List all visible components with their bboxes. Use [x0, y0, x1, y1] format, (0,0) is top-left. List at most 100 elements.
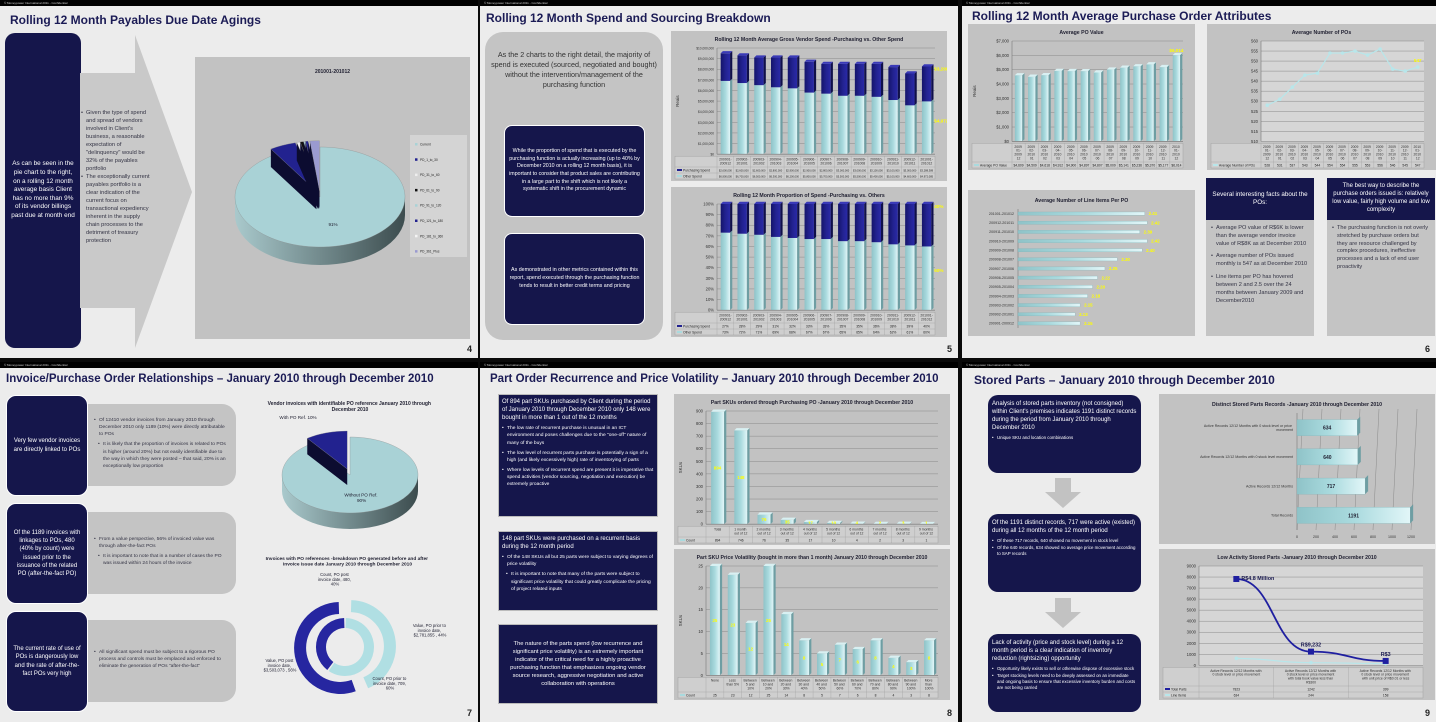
y-tick-label: 70% — [706, 233, 715, 238]
y-tick-label-line: 200905-201004 — [989, 285, 1014, 289]
x-tick-label: 4 months out of 12 — [803, 528, 818, 536]
y-tick-label: 8000 — [1187, 575, 1197, 580]
table-value: 29% — [756, 324, 763, 328]
x-tick-label-line: 201012 — [921, 317, 932, 321]
x-tick-label-line: 200901- — [719, 314, 731, 318]
slide-6[interactable]: © Moneypower International 2011 - Confid… — [962, 0, 1436, 358]
table-value: $5,100,000 — [887, 174, 901, 178]
x-tick-label-line: 201008 — [854, 161, 865, 165]
table-value: 14 — [784, 693, 788, 697]
data-label: 3 — [910, 666, 913, 671]
data-label: 2 — [879, 521, 882, 526]
bar-side — [932, 521, 936, 525]
x-tick-label-line: 07 — [1353, 156, 1357, 160]
bar-top — [850, 521, 866, 524]
y-tick-label: 400 — [696, 471, 704, 476]
table-value: 25 — [713, 693, 717, 697]
table-value: $5,236 — [1132, 163, 1142, 167]
y-tick-label: 15 — [698, 607, 703, 612]
table-value: 72% — [739, 330, 746, 334]
bar-top — [720, 51, 733, 54]
bar-side — [1127, 65, 1130, 142]
data-label: 2.30 — [1121, 257, 1130, 262]
chart-title: Invoices with PO references -breakdown P… — [266, 556, 430, 568]
bar-side — [746, 53, 750, 84]
x-tick-label-line: out of 12 — [804, 531, 817, 535]
y-tick-label: 200912-201011 — [989, 221, 1014, 225]
bar — [754, 234, 764, 311]
x-tick-label-line: Active Records 12/12 Months with — [1360, 669, 1412, 673]
y-tick-label: 7000 — [1187, 586, 1197, 591]
bar — [821, 93, 831, 155]
bar-side — [840, 520, 843, 525]
bar-top — [711, 409, 727, 412]
x-tick-label-line: than 5% — [727, 683, 739, 687]
bar-top — [754, 55, 766, 58]
slide-8[interactable]: © Moneypower International 2011 - Confid… — [480, 362, 958, 722]
bar — [921, 246, 932, 311]
bar-side — [1410, 504, 1414, 524]
data-label: 894 — [714, 465, 722, 470]
x-tick-label: 200911-201010 — [887, 314, 899, 322]
x-tick-label-line: 10 — [1148, 156, 1152, 160]
annotation: 40% — [934, 204, 943, 209]
x-tick-label: 200902-201001 — [736, 158, 748, 166]
data-label: 2.18 — [1092, 294, 1101, 299]
data-table — [971, 143, 1184, 169]
x-tick-label-line: 2009 — [1014, 153, 1023, 157]
callout-box: As can be seen in the pie chart to the r… — [5, 33, 81, 348]
slide-5[interactable]: © Moneypower International 2011 - Confid… — [480, 0, 958, 358]
y-tick-label: 5 — [701, 651, 704, 656]
table-value: 8 — [803, 693, 805, 697]
y-tick-label: $9,000,000 — [698, 57, 714, 61]
y-tick-label: 540 — [1251, 79, 1259, 84]
bar — [834, 644, 845, 676]
bar-top — [1120, 65, 1130, 68]
x-tick-label-line: 201003 — [770, 317, 781, 321]
data-label: 7 — [839, 657, 842, 662]
bar — [871, 96, 882, 155]
slide-4[interactable]: © Moneypower International 2011 - Confid… — [0, 0, 478, 358]
chart-title: Part SKUs ordered through Purchasing PO … — [711, 400, 913, 406]
data-label: 148 — [737, 475, 745, 480]
bar — [1017, 211, 1145, 216]
bar-top — [817, 651, 830, 654]
summary-header: The best way to describe the purchase or… — [1327, 178, 1435, 220]
bar-side — [1114, 67, 1117, 142]
chart-title: Average PO Value — [1059, 30, 1103, 36]
slide-9[interactable]: © Moneypower International 2011 - Confid… — [962, 362, 1436, 722]
slide-title: Rolling 12 Month Average Purchase Order … — [972, 9, 1272, 23]
bar — [1014, 75, 1023, 142]
x-tick-label: 600 — [1351, 535, 1357, 539]
x-tick-label-line: 11 — [1162, 156, 1166, 160]
price-volatility-chart: Part SKU Price Volatility (bought in mor… — [674, 549, 950, 700]
data-table — [677, 525, 939, 544]
page-number: 7 — [466, 708, 472, 718]
po-timing-doughnut: Invoices with PO references -breakdown P… — [245, 552, 460, 700]
legend-label: PD_361_Plus — [420, 250, 440, 254]
conclusion-box: The nature of the parts spend (low recur… — [498, 624, 658, 704]
data-label: 17 — [808, 521, 813, 526]
confidential-footer: © Moneypower International 2011 - Confid… — [0, 362, 478, 368]
table-value: $5,370 — [1145, 163, 1155, 167]
data-label-line: Count, PO prior to — [373, 676, 408, 681]
bar — [1296, 507, 1411, 524]
slide-7[interactable]: © Moneypower International 2011 - Confid… — [0, 362, 478, 722]
table-value: $4,912 — [1053, 163, 1063, 167]
table-value: 35 — [785, 538, 789, 542]
x-tick-label-line: 12 — [1017, 156, 1021, 160]
stored-records-chart: Distinct Stored Parts Records -January 2… — [1159, 394, 1435, 544]
x-tick-label-line: Active Records 12/12 Months with — [1285, 669, 1337, 673]
bar-side — [755, 620, 758, 676]
bar-side — [931, 244, 934, 311]
x-tick-label-line: 200910- — [870, 314, 882, 318]
x-tick-label: 200909-201008 — [853, 158, 865, 166]
table-value: $5,700,000 — [820, 174, 834, 178]
chart-title-line: Vendor invoices with identifiable PO ref… — [268, 401, 433, 407]
bar-top — [919, 521, 936, 525]
y-tick-label: 550 — [1251, 59, 1259, 64]
x-tick-label: 2009 11-2010 10 — [1146, 145, 1155, 161]
x-tick-label-line: 200907- — [820, 314, 832, 318]
data-label: 2.15 — [1084, 303, 1093, 308]
table-value: $5,009 — [1106, 163, 1116, 167]
